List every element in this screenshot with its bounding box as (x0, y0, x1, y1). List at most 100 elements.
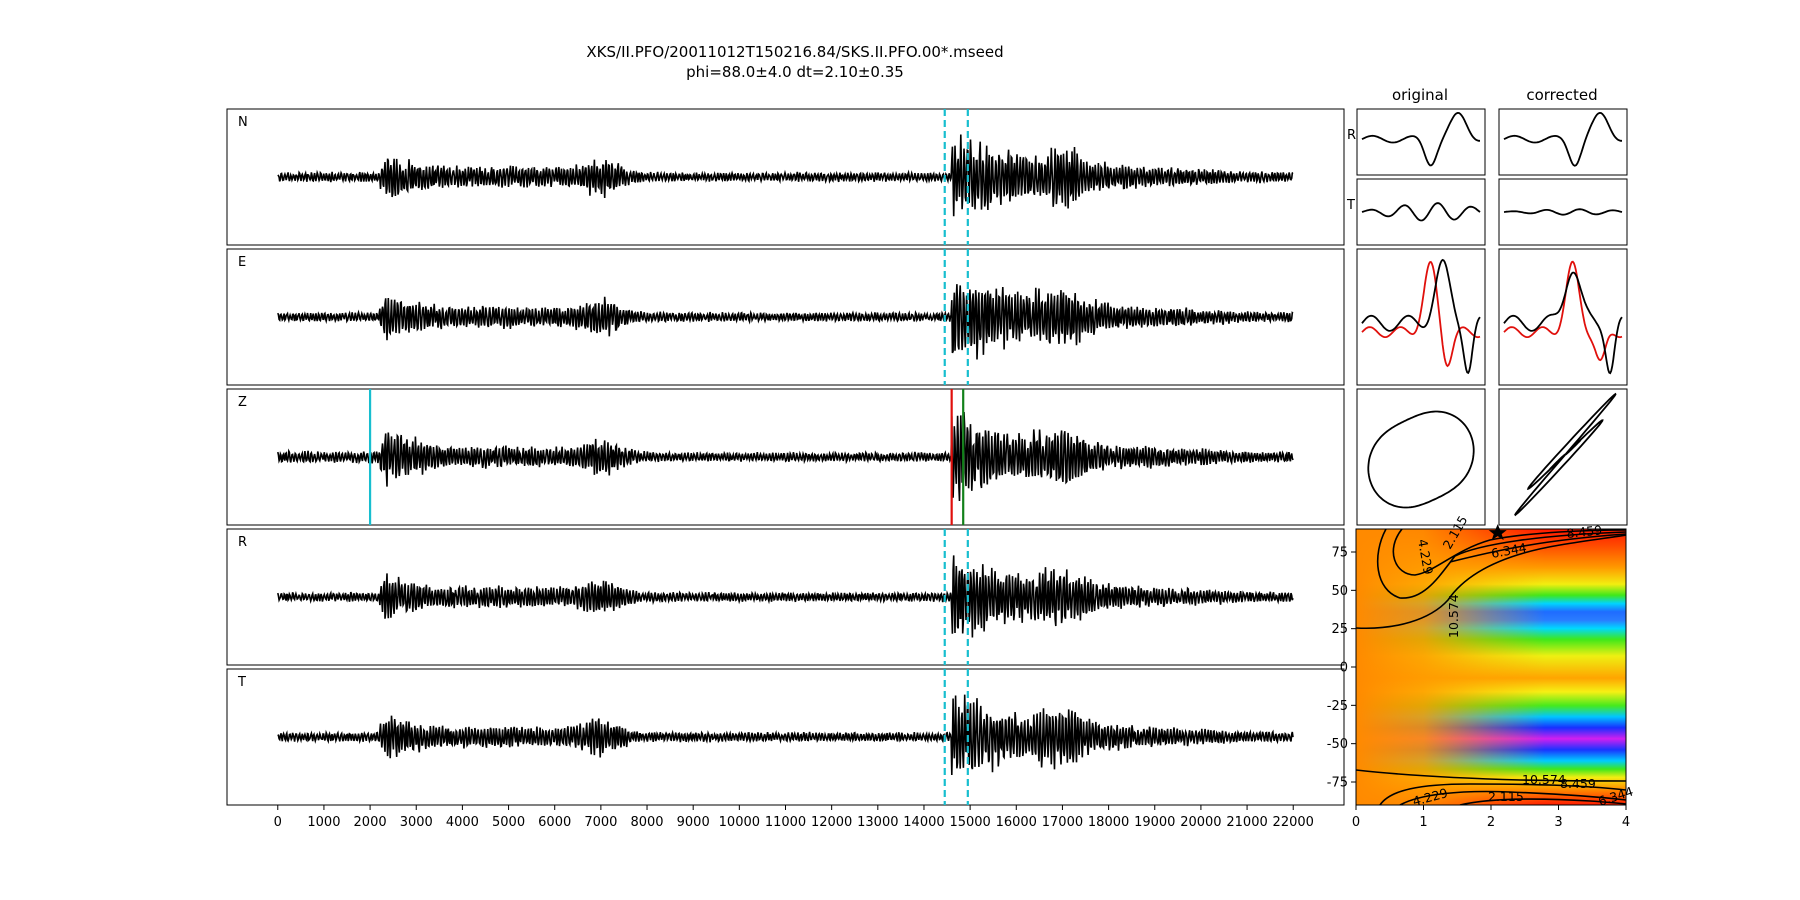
pm-panel-0-1 (1356, 178, 1486, 246)
pm-frame (1356, 248, 1486, 386)
x-tick-label: 10000 (719, 815, 760, 830)
panel-frame (226, 528, 1345, 666)
x-tick-label: 5000 (492, 815, 525, 830)
x-tick-label: 16000 (996, 815, 1037, 830)
x-tick-label: 19000 (1134, 815, 1175, 830)
trace-line (277, 555, 1294, 638)
trace-line (277, 284, 1294, 360)
contour-label: 10.574 (1522, 772, 1566, 787)
pm-panel-1-0 (1498, 108, 1628, 176)
pm-frame (1356, 178, 1486, 246)
trace-line (1361, 111, 1480, 167)
x-tick-label: 0 (1352, 815, 1360, 830)
contour-label: 6.344 (1490, 540, 1528, 561)
x-tick-label: 9000 (677, 815, 710, 830)
trace-panel-e: E (226, 248, 1345, 386)
pm-panel-0-2 (1356, 248, 1486, 386)
pm-panel-1-2 (1498, 248, 1628, 386)
panel-frame (226, 108, 1345, 246)
contour-line (1356, 769, 1626, 782)
column-title-corrected: corrected (1526, 86, 1597, 104)
pm-panel-0-0 (1356, 108, 1486, 176)
trace-panel-t: T (226, 668, 1345, 806)
error-surface-axes: 0 1 2 3 4 75 50 25 0 -25 -50 -75 (1327, 546, 1630, 831)
trace-panel-r: R (226, 528, 1345, 666)
pm-frame (1356, 108, 1486, 176)
y-tick-label: 75 (1331, 546, 1348, 561)
x-tick-label: 13000 (857, 815, 898, 830)
y-tick-label: -25 (1327, 699, 1348, 714)
column-title-original: original (1392, 86, 1448, 104)
x-tick-label: 8000 (630, 815, 663, 830)
contour-line (1376, 529, 1626, 599)
pm-frame (1498, 248, 1628, 386)
best-fit-marker (1488, 524, 1507, 541)
contour-line (1399, 790, 1626, 805)
reference-trace (1503, 271, 1623, 375)
pm-panel-0-3 (1356, 388, 1486, 526)
x-tick-label: 7000 (584, 815, 617, 830)
x-tick-label: 12000 (811, 815, 852, 830)
trace-line (277, 411, 1294, 502)
panel-label: R (238, 535, 247, 550)
x-tick-label: 6000 (538, 815, 571, 830)
figure-subtitle: phi=88.0±4.0 dt=2.10±0.35 (686, 63, 904, 81)
figure-title: XKS/II.PFO/20011012T150216.84/SKS.II.PFO… (586, 43, 1003, 61)
contour-label: 4.229 (1415, 538, 1436, 576)
pm-panel-1-3 (1498, 388, 1628, 526)
contour-label: 8.459 (1566, 522, 1603, 541)
trace-line (1361, 202, 1481, 222)
x-tick-label: 0 (274, 815, 282, 830)
particle-motion-path (1514, 392, 1617, 517)
x-tick-label: 21000 (1226, 815, 1267, 830)
x-tick-label: 3000 (400, 815, 433, 830)
x-tick-label: 22000 (1273, 815, 1314, 830)
contour-line (1392, 529, 1626, 576)
error-surface-shade (1356, 529, 1626, 805)
shifted-trace (1361, 260, 1481, 368)
x-tick-label: 1 (1419, 815, 1427, 830)
trace-line (277, 134, 1294, 217)
contour-label: 8.459 (1560, 776, 1596, 791)
x-tick-label: 2 (1487, 815, 1495, 830)
particle-motion-path (1367, 410, 1475, 509)
trace-line (277, 694, 1294, 776)
x-tick-label: 2000 (354, 815, 387, 830)
x-tick-label: 14000 (903, 815, 944, 830)
x-tick-label: 11000 (765, 815, 806, 830)
contour-line (1449, 533, 1626, 563)
panel-label: N (238, 115, 248, 130)
contour-label: 10.574 (1446, 594, 1461, 638)
contour-label: 2.115 (1488, 789, 1524, 804)
x-tick-label: 15000 (949, 815, 990, 830)
y-tick-label: 25 (1331, 622, 1348, 637)
contour-line (1459, 798, 1626, 805)
panel-label: T (237, 675, 246, 690)
x-tick-label: 20000 (1180, 815, 1221, 830)
panel-frame (226, 248, 1345, 386)
row-label-r: R (1347, 128, 1356, 143)
y-tick-label: -75 (1327, 776, 1348, 791)
trace-panel-n: N (226, 108, 1345, 246)
y-tick-label: 0 (1340, 661, 1348, 676)
x-tick-label: 4000 (446, 815, 479, 830)
y-tick-label: -50 (1327, 737, 1348, 752)
y-tick-label: 50 (1331, 584, 1348, 599)
panel-frame (226, 388, 1345, 526)
x-tick-label: 1000 (307, 815, 340, 830)
shifted-trace (1503, 260, 1623, 362)
x-tick-label: 17000 (1042, 815, 1083, 830)
trace-panel-z: Z (226, 388, 1345, 526)
particle-motion-panels (1356, 108, 1628, 526)
x-tick-label: 18000 (1088, 815, 1129, 830)
contour-line (1379, 783, 1626, 805)
trace-line (1503, 208, 1623, 216)
panel-label: Z (238, 395, 247, 410)
row-label-t: T (1346, 198, 1355, 213)
trace-line (1503, 111, 1622, 167)
pm-frame (1356, 388, 1486, 526)
contour-line (1356, 534, 1626, 630)
error-surface-plot: 4.229 2.115 6.344 8.459 10.574 10.574 8.… (1327, 513, 1635, 830)
seismogram-panels: N E Z R T (226, 108, 1345, 806)
x-tick-label: 3 (1554, 815, 1562, 830)
